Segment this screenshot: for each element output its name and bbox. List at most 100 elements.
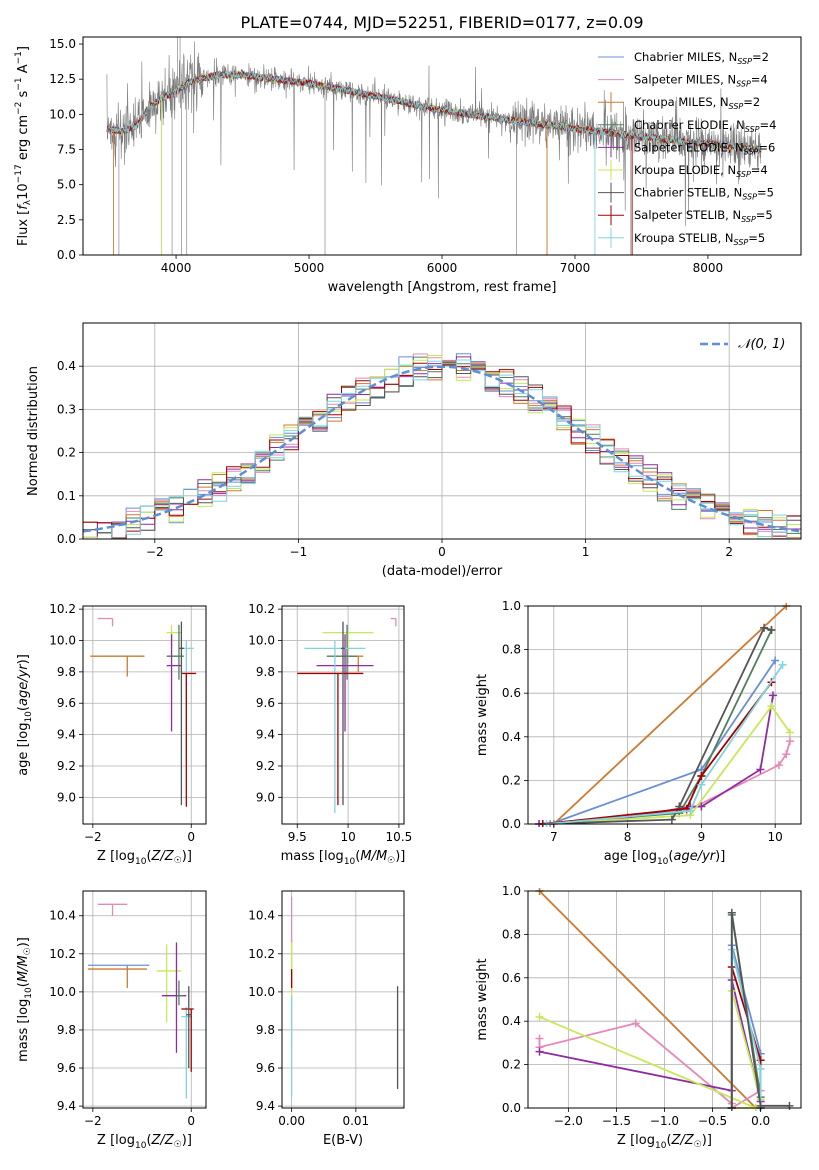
- residuals-plot-area: [83, 353, 801, 539]
- y-tick-label: 0.0: [57, 248, 76, 262]
- y-tick-label: 15.0: [49, 37, 76, 51]
- y-tick-label: 10.4: [49, 909, 76, 923]
- x-tick-label: 7000: [560, 261, 591, 275]
- x-axis-label: mass [log10(M/M☉)]: [281, 849, 406, 867]
- y-tick-label: 9.4: [57, 728, 76, 742]
- x-tick-label: 1: [582, 545, 590, 559]
- series-marker-kroupa_stelib: [697, 780, 706, 789]
- series-line-chabrier_stelib: [730, 912, 790, 1108]
- y-tick-label: 0.1: [57, 489, 76, 503]
- y-tick-label: 0.6: [502, 686, 521, 700]
- y-tick-label: 0.3: [57, 402, 76, 416]
- x-axis-label: (data-model)/error: [382, 564, 503, 579]
- x-tick-label: 4000: [161, 261, 192, 275]
- y-tick-label: 10.0: [49, 985, 76, 999]
- axes-frame: [82, 605, 207, 825]
- y-axis-label: mass weight: [475, 958, 490, 1040]
- y-tick-label: 0.0: [502, 1101, 521, 1115]
- y-tick-label: 7.5: [57, 143, 76, 157]
- series-marker-kroupa_elodie: [785, 728, 794, 737]
- x-tick-label: 10: [340, 830, 355, 844]
- x-tick-label: −1.0: [650, 1114, 679, 1128]
- x-axis-label: Z [log10(Z/Z☉)]: [97, 849, 192, 867]
- legend-label-kroupa_elodie: Kroupa ELODIE, NSSP=4: [634, 163, 768, 179]
- x-tick-label: 2: [725, 545, 733, 559]
- y-tick-label: 9.6: [57, 1061, 76, 1075]
- y-tick-label: 9.8: [57, 1023, 76, 1037]
- y-tick-label: 0.2: [502, 1058, 521, 1072]
- x-tick-label: −2: [84, 1114, 102, 1128]
- x-tick-label: 9: [698, 830, 706, 844]
- mass_weight_vs_age-panel: 7 8 9 10 0.0 0.2 0.4 0.6 0.8 1.0 age [log10(age/yr…: [475, 599, 802, 867]
- y-tick-label: 10.2: [49, 947, 76, 961]
- legend-label-salpeter_miles: Salpeter MILES, NSSP=4: [634, 73, 768, 89]
- series-marker-kroupa_stelib: [686, 806, 695, 815]
- x-tick-label: −1: [290, 545, 308, 559]
- series-marker-salpeter_elodie: [697, 802, 706, 811]
- x-tick-label: 7: [550, 830, 558, 844]
- y-tick-label: 10.0: [248, 634, 275, 648]
- y-axis-label: mass weight: [475, 674, 490, 756]
- y-tick-label: 0.4: [57, 359, 76, 373]
- legend-label-kroupa_miles: Kroupa MILES, NSSP=2: [634, 95, 760, 111]
- x-tick-label: 8000: [693, 261, 724, 275]
- y-tick-label: 9.4: [256, 1099, 275, 1113]
- legend-label-salpeter_elodie: Salpeter ELODIE, NSSP=6: [634, 140, 775, 156]
- y-tick-label: 9.8: [256, 1023, 275, 1037]
- y-tick-label: 10.2: [49, 602, 76, 616]
- y-tick-label: 5.0: [57, 178, 76, 192]
- x-axis-label: Z [log10(Z/Z☉)]: [97, 1133, 192, 1151]
- y-tick-label: 9.4: [57, 1099, 76, 1113]
- y-tick-label: 10.0: [49, 107, 76, 121]
- y-tick-label: 0.2: [57, 446, 76, 460]
- age_vs_Z-plot-area: [90, 617, 197, 807]
- legend-label-normal: 𝒩(0, 1): [738, 337, 785, 352]
- x-tick-label: 0.01: [342, 1114, 369, 1128]
- y-tick-label: 0.6: [502, 971, 521, 985]
- series-marker-salpeter_stelib: [697, 772, 706, 781]
- x-tick-label: −2.0: [554, 1114, 583, 1128]
- y-axis-label: Normed distribution: [26, 366, 41, 496]
- y-tick-label: 9.0: [256, 790, 275, 804]
- axes-frame: [527, 605, 802, 825]
- mass_vs_ebv-panel: 0.00 0.01 9.4 9.6 9.8 10.0 10.2 10.4 E(B-V): [248, 890, 405, 1148]
- x-tick-label: 9.5: [288, 830, 307, 844]
- x-tick-label: −0.5: [698, 1114, 727, 1128]
- series-marker-kroupa_elodie: [535, 1012, 544, 1021]
- y-tick-label: 9.8: [256, 665, 275, 679]
- figure-title: PLATE=0744, MJD=52251, FIBERID=0177, z=0…: [240, 13, 643, 32]
- x-tick-label: 0: [187, 830, 195, 844]
- series-marker-chabrier_stelib: [667, 815, 676, 824]
- x-tick-label: 0.00: [278, 1114, 305, 1128]
- x-tick-label: −2: [146, 545, 164, 559]
- series-marker-kroupa_stelib: [756, 1064, 765, 1073]
- series-marker-salpeter_miles: [535, 1034, 544, 1043]
- panels: 4000 5000 6000 7000 80000.02.55.07.510.012.5…: [14, 36, 802, 1151]
- x-tick-label: 10.5: [386, 830, 413, 844]
- y-tick-label: 1.0: [502, 884, 521, 898]
- legend-label-chabrier_stelib: Chabrier STELIB, NSSP=5: [634, 186, 774, 202]
- spectrum-plot-area: [106, 37, 762, 255]
- x-tick-label: −1.5: [602, 1114, 631, 1128]
- y-tick-label: 9.6: [256, 696, 275, 710]
- series-marker-kroupa_elodie: [767, 702, 776, 711]
- y-tick-label: 0.0: [57, 532, 76, 546]
- mass_vs_ebv-plot-area: [290, 896, 399, 1097]
- x-tick-label: 0: [438, 545, 446, 559]
- y-tick-label: 9.8: [57, 665, 76, 679]
- mass_weight_vs_Z-panel: −2.0 −1.5 −1.0 −0.5 0.0 0.0 0.2 0.4 0.6 0.8 1.0 Z […: [475, 884, 802, 1151]
- y-tick-label: 0.4: [502, 730, 521, 744]
- x-axis-label: E(B-V): [323, 1133, 363, 1148]
- y-tick-label: 10.0: [248, 985, 275, 999]
- x-axis-label: wavelength [Angstrom, rest frame]: [328, 280, 557, 295]
- axes-frame: [281, 605, 405, 825]
- y-tick-label: 9.2: [57, 759, 76, 773]
- series-marker-salpeter_miles: [782, 750, 791, 759]
- mass_vs_Z-plot-area: [87, 903, 194, 1099]
- series-marker-chabrier_miles: [771, 656, 780, 665]
- series-marker-chabrier_stelib: [760, 623, 769, 632]
- legend-label-chabrier_miles: Chabrier MILES, NSSP=2: [634, 50, 769, 66]
- x-tick-label: 0.0: [751, 1114, 770, 1128]
